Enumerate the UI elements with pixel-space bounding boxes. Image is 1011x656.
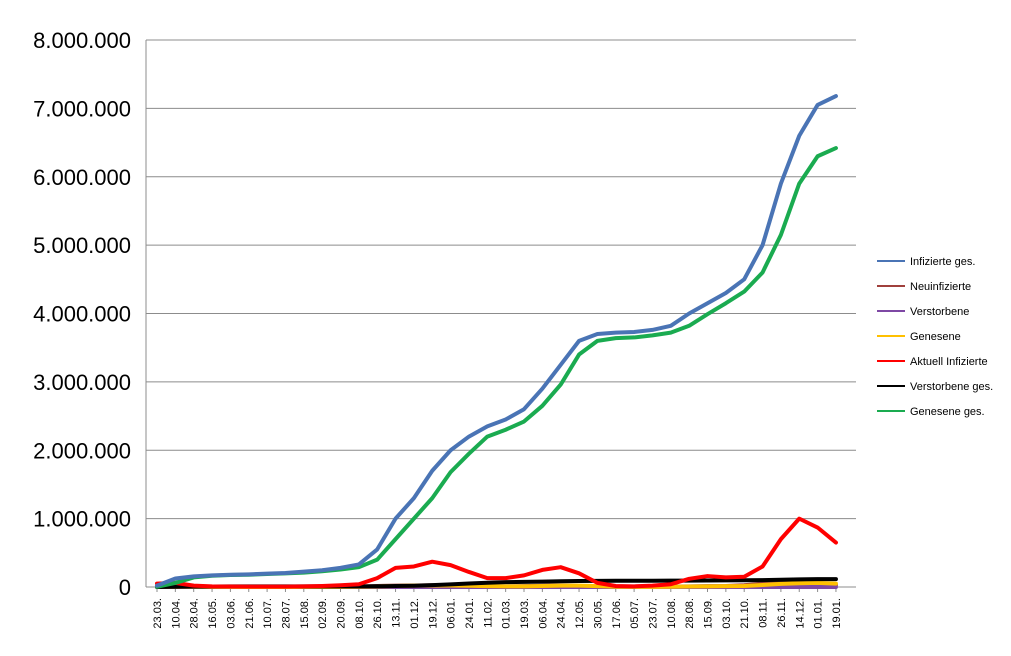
y-tick-label: 1.000.000 [33, 507, 131, 532]
x-tick-label: 21.06. [244, 598, 256, 629]
x-tick-label: 02.09. [317, 598, 329, 629]
x-tick-label: 15.08. [299, 598, 311, 629]
y-tick-label: 6.000.000 [33, 165, 131, 190]
x-tick-label: 19.03. [519, 598, 531, 629]
x-tick-label: 26.11. [776, 598, 788, 628]
y-tick-label: 7.000.000 [33, 96, 131, 121]
x-tick-label: 01.12. [409, 598, 421, 629]
x-tick-label: 01.01. [813, 598, 825, 629]
x-tick-label: 17.06. [611, 598, 623, 629]
x-tick-label: 21.10. [739, 598, 751, 629]
y-tick-label: 2.000.000 [33, 438, 131, 463]
series-line-4 [155, 516, 838, 589]
y-tick-label: 3.000.000 [33, 370, 131, 395]
x-tick-label: 28.08. [684, 598, 696, 629]
legend-label: Neuinfizierte [910, 281, 971, 293]
x-tick-label: 20.09. [336, 598, 348, 629]
x-tick-label: 23.03. [152, 598, 164, 629]
x-tick-label: 10.07. [262, 598, 274, 629]
x-tick-label: 06.04. [537, 598, 549, 629]
x-tick-label: 24.01. [464, 598, 476, 629]
x-tick-label: 23.07. [647, 598, 659, 629]
legend: Infizierte ges. Neuinfizierte Verstorbene G… [877, 256, 993, 418]
x-tick-label: 11.02. [482, 598, 494, 628]
legend-label: Genesene ges. [910, 406, 985, 418]
series-lines [155, 94, 838, 589]
x-tick-label: 03.10. [721, 598, 733, 629]
x-tick-label: 10.04. [170, 598, 182, 629]
x-tick-label: 10.08. [666, 598, 678, 629]
x-tick-label: 19.01. [831, 598, 843, 629]
y-tick-label: 4.000.000 [33, 302, 131, 327]
x-tick-label: 28.04. [189, 598, 201, 629]
x-tick-label: 06.01. [446, 598, 458, 629]
series-line-6 [155, 146, 838, 589]
legend-label: Verstorbene [910, 306, 969, 318]
x-tick-label: 05.07. [629, 598, 641, 629]
x-tick-label: 03.06. [225, 598, 237, 629]
y-tick-label: 5.000.000 [33, 233, 131, 258]
x-tick-label: 26.10. [372, 598, 384, 629]
legend-label: Aktuell Infizierte [910, 356, 988, 368]
x-tick-label: 12.05. [574, 598, 586, 629]
x-tick-label: 16.05. [207, 598, 219, 629]
x-tick-label: 28.07. [280, 598, 292, 629]
x-tick-label: 08.10. [354, 598, 366, 629]
x-tick-label: 14.12. [794, 598, 806, 629]
y-tick-label: 8.000.000 [33, 28, 131, 53]
x-tick-label: 13.11. [391, 598, 403, 628]
series-line-0 [155, 94, 838, 588]
x-tick-label: 30.05. [592, 598, 604, 629]
x-tick-label: 08.11. [758, 598, 770, 628]
x-tick-labels: 23.03. 10.04. 28.04. 16.05. 03.06. 21.06. 10.0… [152, 598, 843, 629]
y-tick-labels: 0 1.000.000 2.000.000 3.000.000 4.000.000 5.0… [33, 28, 131, 600]
legend-label: Genesene [910, 331, 961, 343]
gridlines [146, 39, 856, 520]
x-tick-label: 01.03. [501, 598, 513, 629]
x-tick-label: 15.09. [703, 598, 715, 629]
x-tick-label: 24.04. [556, 598, 568, 629]
legend-label: Verstorbene ges. [910, 381, 993, 393]
x-tick-label: 19.12. [427, 598, 439, 629]
axes [145, 40, 856, 592]
y-tick-label: 0 [119, 575, 131, 600]
legend-label: Infizierte ges. [910, 256, 975, 268]
